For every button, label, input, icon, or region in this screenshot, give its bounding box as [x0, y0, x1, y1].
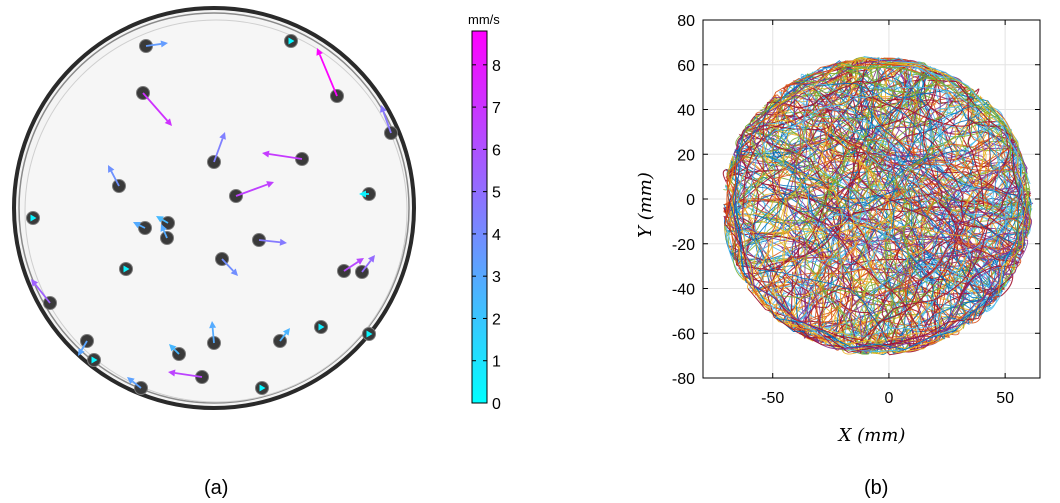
particle	[27, 212, 40, 225]
particle	[120, 263, 133, 276]
colorbar-tick-label: 6	[492, 142, 501, 159]
colorbar-tick-label: 8	[492, 58, 501, 75]
colorbar-tick-label: 4	[492, 227, 501, 244]
x-axis-label-text: X (mm)	[837, 425, 906, 446]
y-tick-label: 80	[677, 13, 695, 30]
particle	[285, 35, 298, 48]
y-tick-label: -40	[672, 282, 695, 299]
panel-a: (a)	[14, 8, 414, 499]
particle	[256, 382, 269, 395]
colorbar-tick-label: 2	[492, 311, 501, 328]
y-tick-label: 40	[677, 103, 695, 120]
panel-a-label: (a)	[204, 477, 228, 499]
x-tick-label: 0	[884, 390, 893, 407]
panel-b: -50 0 50 -80 -60 -40 -20 0 20 40 60 80 X (mm) Y (m…	[635, 13, 1040, 499]
particle	[363, 328, 376, 341]
colorbar-tick-label: 3	[492, 269, 501, 286]
panel-b-label: (b)	[864, 477, 888, 499]
colorbar-tick-label: 7	[492, 100, 501, 117]
colorbar-unit: mm/s	[468, 12, 500, 27]
y-axis-label: Y (mm)	[635, 172, 656, 238]
y-tick-label: 60	[677, 58, 695, 75]
y-tick-label: -80	[672, 371, 695, 388]
colorbar-tick-label: 0	[492, 396, 501, 413]
speed-colorbar: mm/s 0 1 2 3 4 5 6 7 8	[468, 12, 501, 413]
y-tick-label: -60	[672, 326, 695, 343]
y-tick-label: 0	[686, 192, 695, 209]
colorbar-tick-label: 1	[492, 354, 501, 371]
colorbar-gradient	[472, 31, 487, 403]
y-tick-label: 20	[677, 147, 695, 164]
particle	[315, 321, 328, 334]
colorbar-tick-label: 5	[492, 185, 501, 202]
x-tick-label: 50	[996, 390, 1014, 407]
x-tick-label: -50	[761, 390, 784, 407]
particle	[88, 354, 101, 367]
y-tick-label: -20	[672, 237, 695, 254]
x-axis-label: X (mm)	[837, 425, 906, 446]
y-axis-label-text: Y (mm)	[635, 172, 656, 238]
